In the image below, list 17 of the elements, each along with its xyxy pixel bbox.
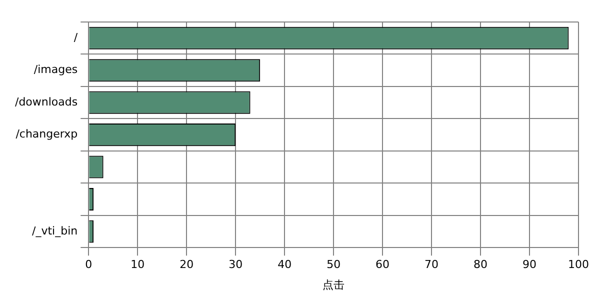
- y-tick-label: /changerxp: [16, 128, 78, 141]
- x-tick-label: 20: [180, 258, 194, 272]
- x-tick-label: 80: [474, 258, 488, 272]
- x-tick-label: 100: [568, 258, 589, 272]
- x-axis-title: 点击: [322, 278, 345, 292]
- x-tick-label: 40: [278, 258, 292, 272]
- x-tick-label: 60: [376, 258, 390, 272]
- x-tick-label: 10: [130, 258, 145, 272]
- x-tick-label: 70: [424, 258, 439, 272]
- y-tick-label: /images: [34, 63, 78, 76]
- y-tick-label: /: [74, 30, 78, 44]
- y-tick-label: /downloads: [14, 95, 78, 108]
- x-tick-label: 90: [522, 258, 537, 272]
- x-tick-label: 0: [85, 258, 92, 272]
- x-tick-label: 30: [228, 258, 243, 272]
- y-tick-label: /_vti_bin: [32, 224, 78, 238]
- x-tick-label: 50: [326, 258, 341, 272]
